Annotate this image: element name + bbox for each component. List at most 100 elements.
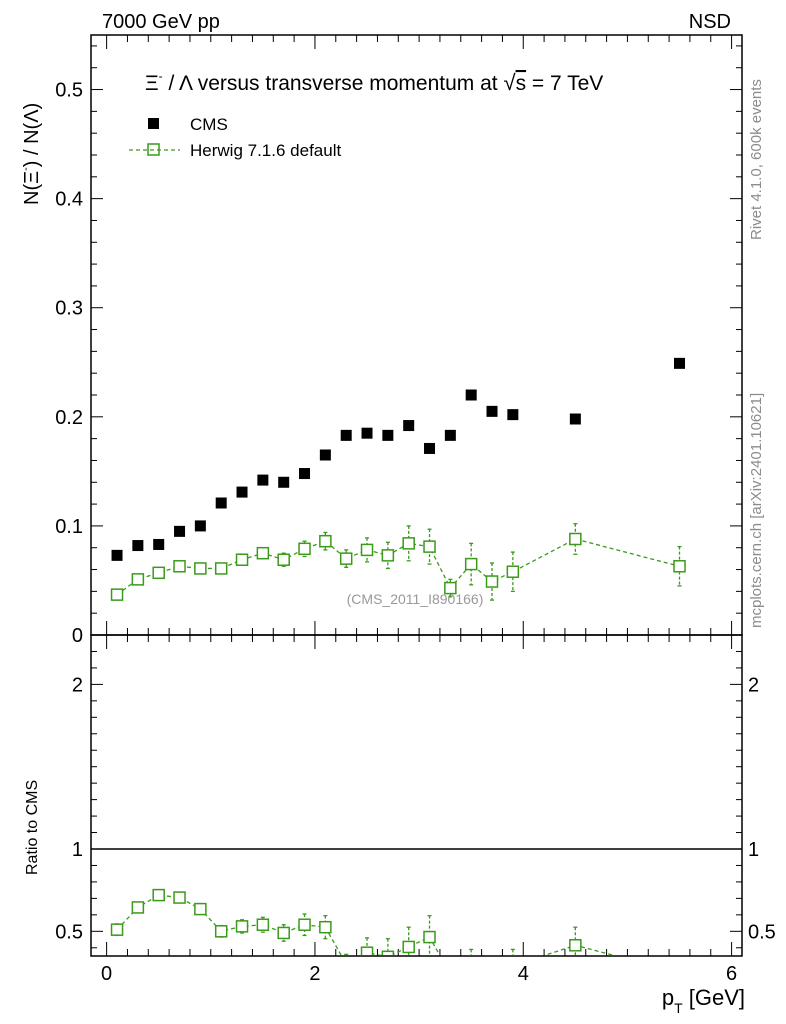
cms-data-point [340,429,352,441]
legend-cms-marker [148,118,159,129]
cms-data-point [424,442,436,454]
cms-data-point [465,389,477,401]
x-tick-label: 0 [101,963,112,985]
mc-point [194,902,207,916]
mc-point [673,560,686,573]
ratio-y-label: Ratio to CMS [24,780,41,875]
cms-data-point [507,409,519,421]
y-tick-label: 0 [72,625,83,647]
mc-point [381,549,395,562]
mc-point [360,946,374,955]
mcplots-label: mcplots.cern.ch [arXiv:2401.10621] [748,393,765,628]
mc-point [214,562,228,575]
mc-point [466,960,477,971]
y-tick-label-right: 0.5 [748,921,776,943]
cms-data-point [111,549,123,561]
mc-point [214,925,228,938]
legend-herwig-label: Herwig 7.1.6 default [190,141,341,160]
analysis-id-label: (CMS_2011_I890166) [347,591,484,607]
mc-line [116,538,680,596]
y-tick-label: 0.2 [55,407,83,429]
mc-point [173,891,186,904]
mc-point [360,543,374,557]
process-label: NSD [689,11,731,33]
legend-cms-label: CMS [190,115,228,134]
cms-data-point [153,538,165,550]
mc-point [487,969,498,980]
main-plot-area [110,357,686,601]
cms-data-point [403,420,415,432]
mc-point [423,930,436,944]
mc-point [444,581,457,595]
cms-data-point [278,476,290,488]
y-tick-label: 2 [72,674,83,696]
mc-point [485,575,499,588]
mc-point [339,552,353,565]
rivet-label: Rivet 4.1.0, 600k events [748,79,765,240]
mc-point [381,950,395,955]
mc-point [341,959,352,970]
energy-label: 7000 GeV pp [102,11,220,33]
y-tick-label-right: 1 [748,839,759,861]
mc-point [298,542,311,556]
mc-line [116,894,616,955]
mc-point [194,562,207,575]
mc-point [131,573,145,586]
cms-data-point [382,429,394,441]
cms-data-point [194,520,206,532]
mc-point [152,566,165,580]
cms-data-point [569,413,581,425]
mc-point [319,920,332,934]
mc-point [464,557,478,571]
mc-point [402,940,415,954]
y-tick-label: 0.5 [55,80,83,102]
cms-data-point [486,405,498,417]
mc-point [298,918,311,931]
cms-data-point [299,468,311,480]
x-axis-label: pT [GeV] [662,985,745,1016]
mc-point [445,969,456,980]
mc-point [110,588,124,601]
y-tick-label: 1 [72,839,83,861]
cms-data-point [319,449,331,461]
y-tick-label-right: 2 [748,674,759,696]
main-x-axis [106,35,733,635]
ratio-y-axis: 0.5 0.5 1 1 2 2 [55,650,776,949]
mc-point [173,560,186,573]
cms-data-point [132,540,144,552]
mc-point [256,918,270,931]
mc-point [674,967,685,978]
mc-point [569,939,582,952]
ratio-plot-area [110,888,685,980]
mc-point [423,540,436,553]
legend-herwig-marker [147,143,160,156]
ratio-panel-frame [90,634,743,957]
cms-data-point [361,427,373,439]
y-tick-label: 0.5 [55,921,83,943]
mc-point [235,553,249,566]
y-tick-label: 0.4 [55,189,83,211]
cms-data-point [674,357,686,369]
mc-point [402,537,415,550]
mc-point [152,888,165,902]
mc-point [235,920,249,933]
mc-point [506,565,520,578]
ratio-x-axis: 0 2 4 6 [101,635,737,985]
mc-point [569,532,582,546]
mc-point [277,553,290,566]
main-panel-frame [90,34,743,636]
x-tick-label: 4 [518,963,529,985]
x-tick-label: 6 [726,963,737,985]
mc-point [256,546,270,560]
x-tick-label: 2 [309,963,320,985]
chart-title: Ξ- / Λ versus transverse momentum at √s … [145,69,603,95]
cms-data-point [236,486,248,498]
mc-point [507,960,518,971]
y-tick-label: 0.3 [55,298,83,320]
y-tick-label: 0.1 [55,516,83,538]
main-y-label: N(Ξ-) / N(Λ) [20,103,43,205]
mc-point [110,923,124,936]
main-y-axis: 0 0.1 0.2 0.3 0.4 0.5 [55,45,742,647]
mc-point [319,534,332,548]
mc-point [277,926,290,940]
